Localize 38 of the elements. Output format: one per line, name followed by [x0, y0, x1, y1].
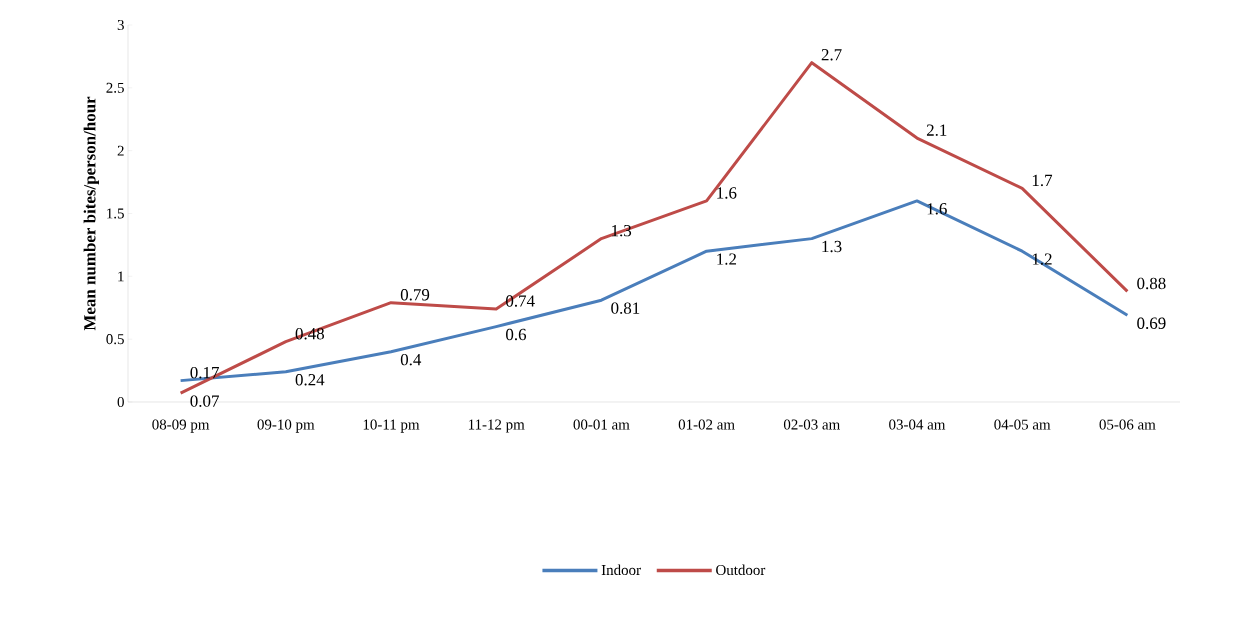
data-label: 1.3	[822, 240, 842, 253]
y-tick-label: 1	[118, 271, 124, 282]
data-label: 0.24	[295, 374, 325, 386]
y-tick-label: 1.5	[107, 208, 124, 219]
y-tick-label: 2	[117, 145, 124, 156]
data-label: 1.2	[1032, 253, 1052, 265]
data-label: 0.6	[506, 328, 527, 341]
x-tick-label: 03-04 am	[889, 419, 946, 430]
legend-label: Indoor	[601, 564, 641, 576]
x-tick-label: 04-05 am	[994, 419, 1051, 430]
data-label: 0.17	[190, 366, 219, 379]
data-label: 0.74	[506, 295, 535, 307]
data-label: 2.1	[926, 124, 947, 136]
x-tick-label: 08-09 pm	[152, 419, 210, 433]
y-tick-label: 0.5	[106, 334, 124, 345]
data-label: 0.79	[400, 289, 430, 301]
data-label: 1.7	[1032, 174, 1053, 187]
data-label: 0.4	[400, 353, 422, 366]
x-tick-label: 11-12 pm	[468, 419, 525, 433]
y-tick-label: 3	[117, 19, 124, 30]
data-label: 0.69	[1137, 317, 1166, 329]
x-tick-label: 01-02 am	[678, 419, 735, 430]
x-tick-label: 10-11 pm	[363, 419, 420, 433]
x-tick-label: 09-10 pm	[257, 419, 315, 433]
legend-label: Outdoor	[716, 564, 766, 576]
y-tick-label: 0	[117, 396, 124, 408]
x-tick-label: 05-06 am	[1099, 419, 1156, 430]
data-label: 1.6	[717, 187, 737, 199]
x-tick-label: 02-03 am	[783, 419, 840, 430]
data-label: 2.7	[821, 49, 842, 61]
data-label: 0.88	[1137, 277, 1166, 290]
data-label: 0.07	[190, 395, 219, 407]
line-series	[179, 61, 1129, 395]
y-axis-title: Mean number bites/person/hour	[83, 96, 99, 331]
data-label: 1.2	[717, 253, 737, 265]
data-label: 0.81	[611, 302, 640, 314]
x-tick-label: 00-01 am	[573, 419, 630, 430]
y-tick-label: 2.5	[106, 82, 124, 93]
